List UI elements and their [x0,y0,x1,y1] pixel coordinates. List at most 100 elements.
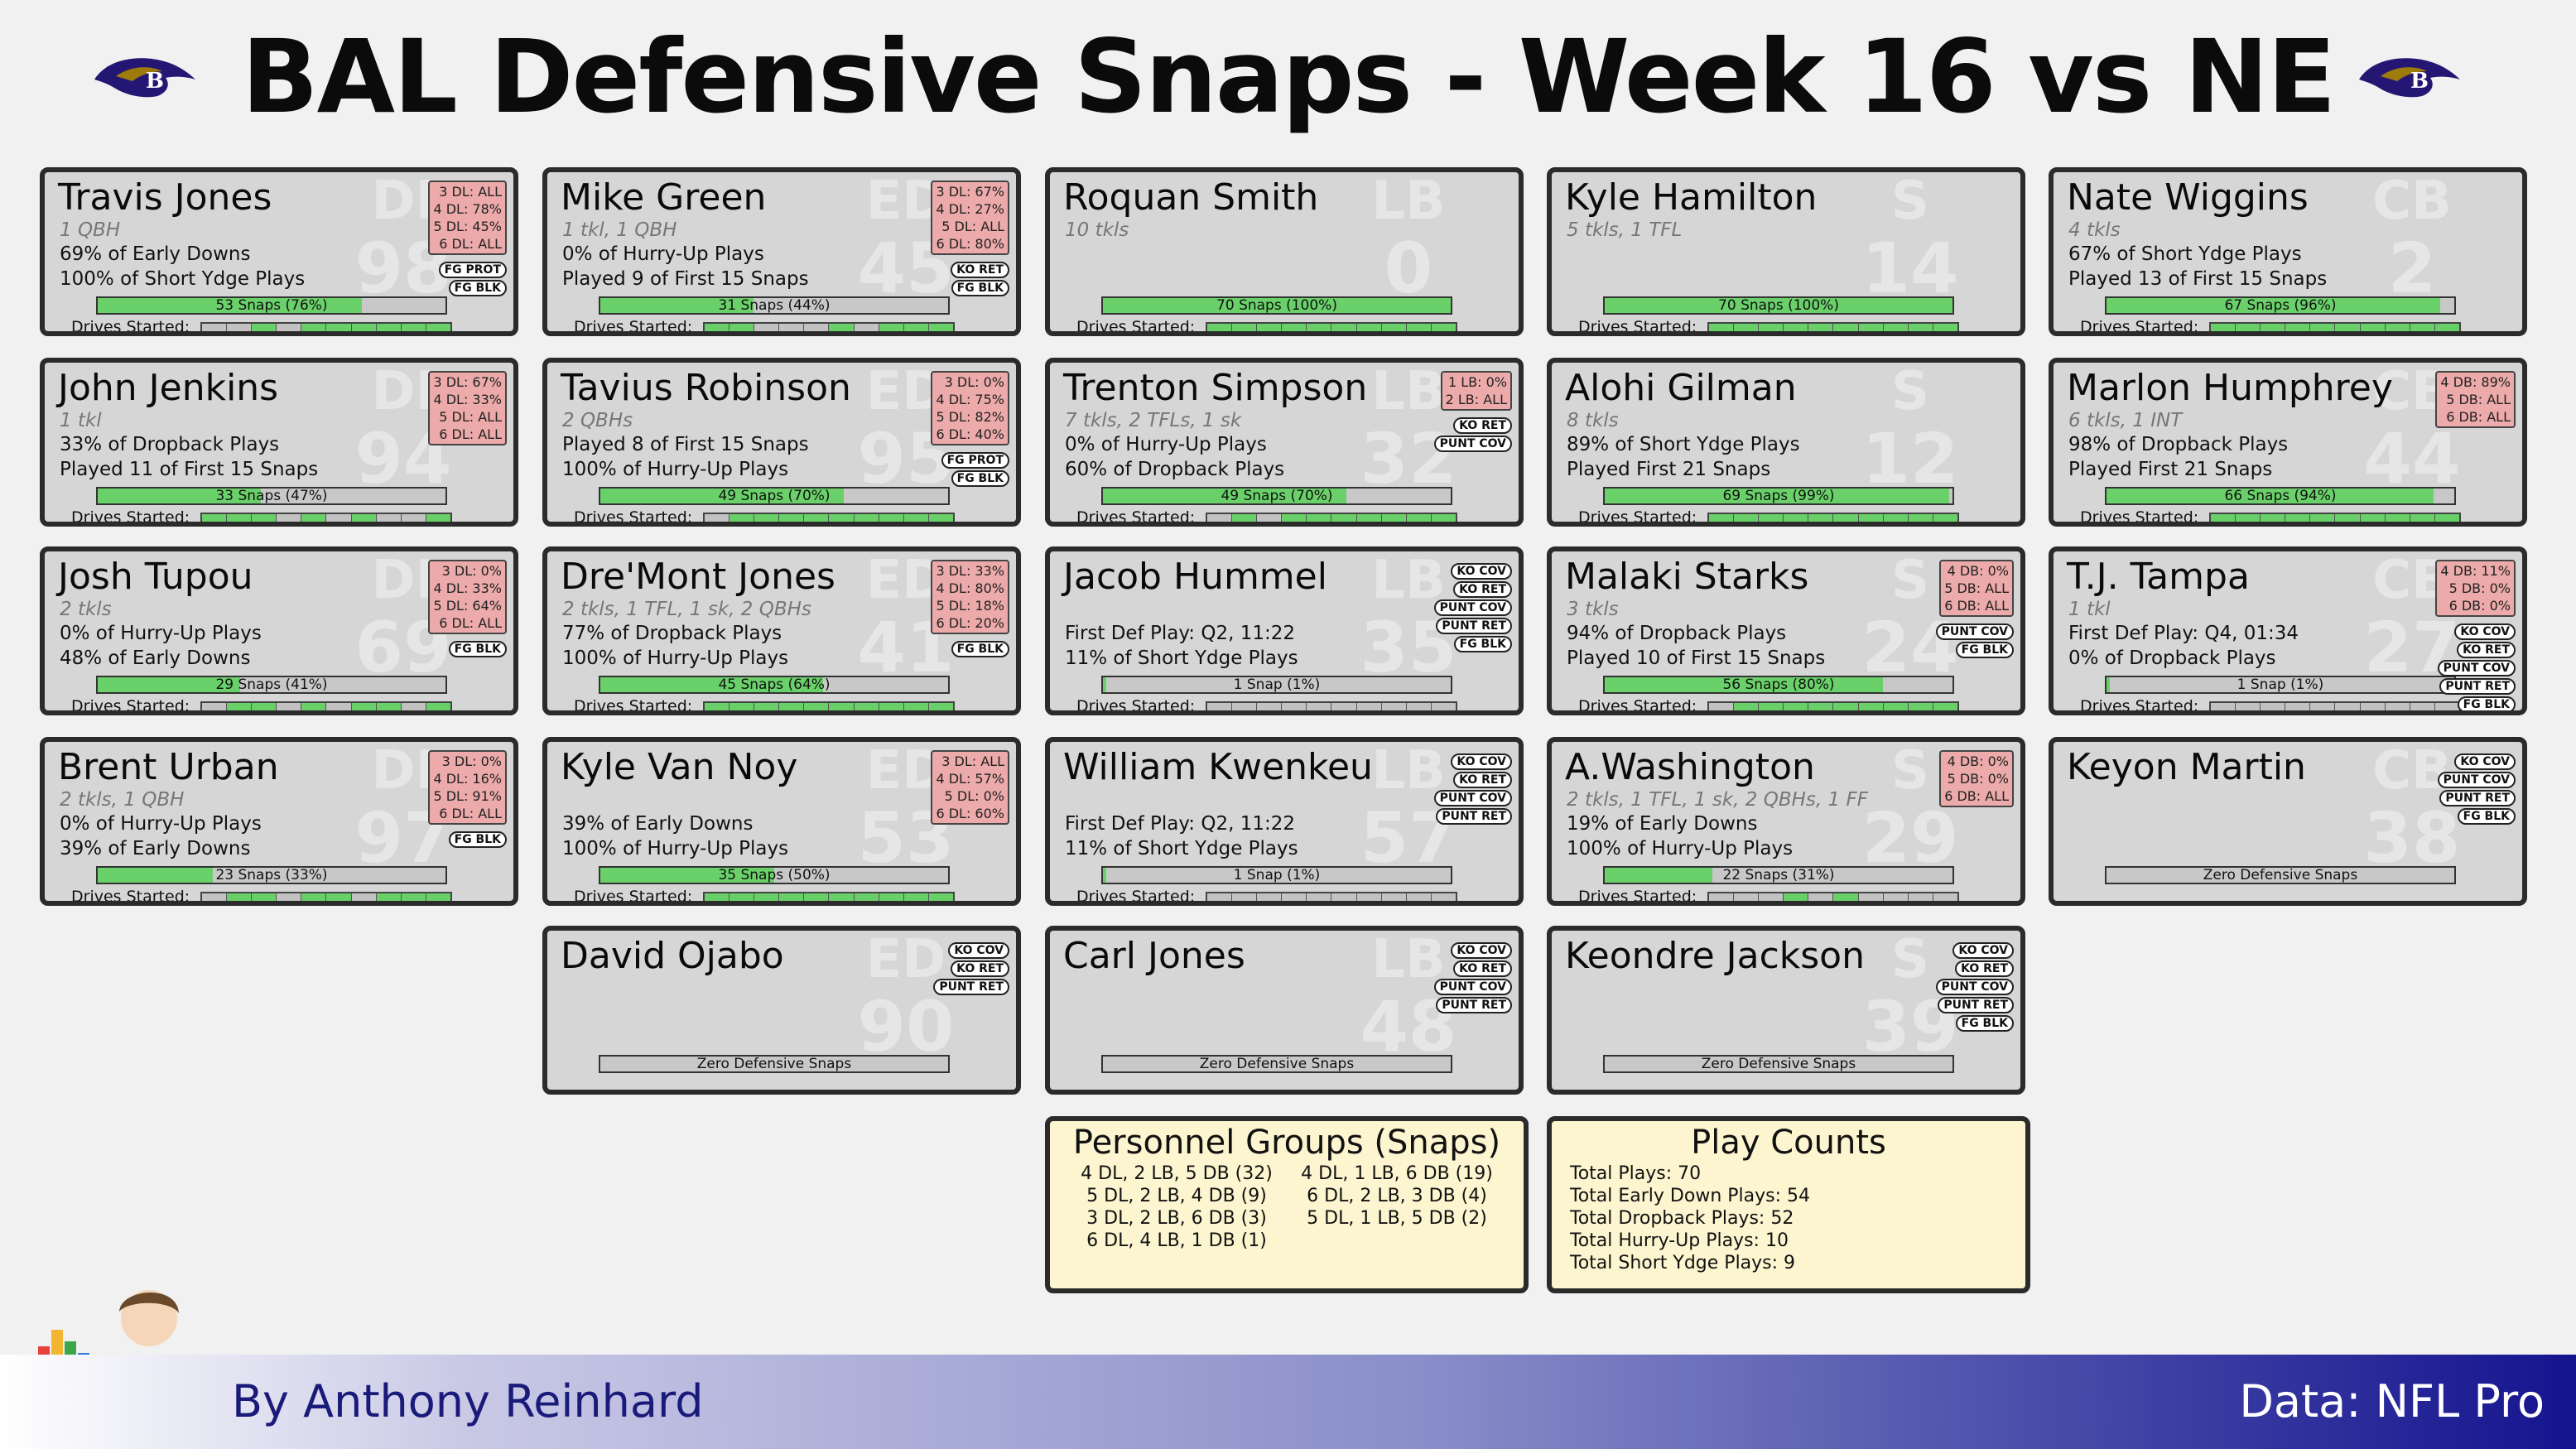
personnel-breakdown-row: 4 DL: 33% [433,392,502,407]
drive-segment [2385,324,2410,331]
drive-segment [1908,324,1933,331]
drive-segment [854,703,879,710]
personnel-breakdown-row: 5 DB: ALL [2446,392,2511,407]
drives-started-track [1707,513,1959,522]
drive-segment [376,893,402,901]
drive-segment [1431,324,1456,331]
drive-segment [2211,324,2237,331]
personnel-breakdown-row: 3 DL: 33% [936,563,1004,579]
drive-segment [1784,703,1809,710]
drives-started-label: Drives Started: [574,888,693,906]
player-name: Nate Wiggins [2067,176,2309,219]
snap-bar: 66 Snaps (94%) [2105,487,2456,505]
drives-started-label: Drives Started: [71,508,190,527]
drive-segment [1331,893,1357,901]
drive-segment [1808,703,1834,710]
player-name: Roquan Smith [1063,176,1319,219]
drive-segment [277,703,302,710]
drive-segment [1331,703,1357,710]
special-teams-badge: KO RET [951,262,1009,278]
personnel-breakdown-row: 4 DL: 78% [433,201,502,217]
drive-segment [2236,514,2261,522]
position-watermark: S [1890,740,1930,802]
player-card: DI 94 John Jenkins 1 tkl 33% of Dropback Pla… [40,358,518,527]
personnel-breakdown-row: 4 DB: 89% [2440,374,2511,390]
player-name: David Ojabo [561,935,784,977]
personnel-breakdown: 4 DB: 0% 5 DB: 0% 6 DB: ALL [1939,750,2014,807]
player-note: 89% of Short Ydge Plays [1567,434,1800,455]
player-stat-line: 7 tkls, 2 TFLs, 1 sk [1065,410,1242,431]
player-card: LB 0 Roquan Smith 10 tkls 70 Snaps (100%) Dri… [1045,167,1524,336]
personnel-group-item: 6 DL, 4 LB, 1 DB (1) [1086,1230,1267,1251]
drive-segment [829,514,855,522]
drive-segment [1709,324,1735,331]
drive-segment [1356,703,1382,710]
player-name: Josh Tupou [58,556,253,598]
drive-segment [202,514,228,522]
drive-segment [779,893,805,901]
personnel-breakdown: 3 DL: 0% 4 DL: 33% 5 DL: 64% 6 DL: ALL [428,560,507,634]
jersey-watermark: LB 0 [1346,172,1471,306]
personnel-breakdown-row: 3 DL: 0% [441,753,502,769]
player-note: First Def Play: Q2, 11:22 [1065,813,1295,835]
number-watermark: 44 [2363,418,2461,499]
drive-segment [705,514,730,522]
snap-count-label: 66 Snaps (94%) [2224,488,2337,504]
player-note: Played First 21 Snaps [2068,459,2273,480]
player-card: S 12 Alohi Gilman 8 tkls 89% of Short Ydge P… [1547,358,2025,527]
player-stat-line: 6 tkls, 1 INT [2068,410,2183,431]
player-name: Keyon Martin [2067,746,2306,788]
snap-bar-fill [1605,868,1713,883]
jersey-watermark: LB 35 [1346,551,1471,686]
drive-segment [729,703,755,710]
personnel-breakdown-row: 6 DL: 80% [936,236,1004,252]
special-teams-tags: KO COV KO RET PUNT COV PUNT RET FG BLK [2437,623,2516,710]
personnel-breakdown: 3 DL: 0% 4 DL: 16% 5 DL: 91% 6 DL: ALL [428,750,507,825]
personnel-breakdown-row: 4 DL: 16% [433,771,502,787]
position-watermark: CB [2372,740,2452,802]
drive-segment [779,514,805,522]
snap-count-label: 67 Snaps (96%) [2224,297,2337,314]
drive-segment [301,514,327,522]
zero-snaps-bar: Zero Defensive Snaps [1603,1055,1954,1073]
personnel-breakdown-row: 5 DL: 45% [433,219,502,234]
drives-started-track [1707,892,1959,901]
number-watermark: 29 [1861,797,1959,879]
position-watermark: S [1890,171,1930,232]
drive-segment [754,324,780,331]
drive-segment [1833,703,1859,710]
player-note: 100% of Hurry-Up Plays [562,838,789,859]
drive-segment [1406,324,1432,331]
snap-bar-fill [1605,489,1949,503]
drive-segment [1381,703,1407,710]
special-teams-badge: KO RET [1453,960,1512,977]
drive-segment [729,514,755,522]
drive-segment [2335,703,2361,710]
drive-segment [1833,514,1859,522]
personnel-breakdown-row: 4 DL: 75% [936,392,1004,407]
player-card: ED 41 Dre'Mont Jones 2 tkls, 1 TFL, 1 sk, 2… [542,546,1021,715]
drive-segment [227,703,253,710]
player-note: 0% of Hurry-Up Plays [60,623,262,644]
drive-segment [1808,514,1834,522]
drive-segment [2261,324,2286,331]
personnel-breakdown-row: 6 DB: ALL [1944,788,2009,804]
drive-segment [401,893,426,901]
drive-segment [2211,514,2237,522]
personnel-breakdown-row: 4 DL: 33% [433,580,502,596]
ravens-logo-icon: B [2359,58,2460,98]
drive-segment [1331,514,1357,522]
snap-count-label: 49 Snaps (70%) [718,488,831,504]
drive-segment [376,324,402,331]
drive-segment [729,893,755,901]
personnel-breakdown-row: 6 DL: ALL [439,615,502,631]
position-watermark: LB [1371,171,1446,232]
special-teams-badge: PUNT RET [1436,997,1512,1013]
drive-segment [1307,703,1332,710]
drive-segment [754,703,780,710]
player-note: 39% of Early Downs [60,838,251,859]
jersey-watermark: LB 48 [1346,931,1471,1065]
drive-segment [2285,703,2311,710]
zero-snaps-bar: Zero Defensive Snaps [2105,866,2456,884]
